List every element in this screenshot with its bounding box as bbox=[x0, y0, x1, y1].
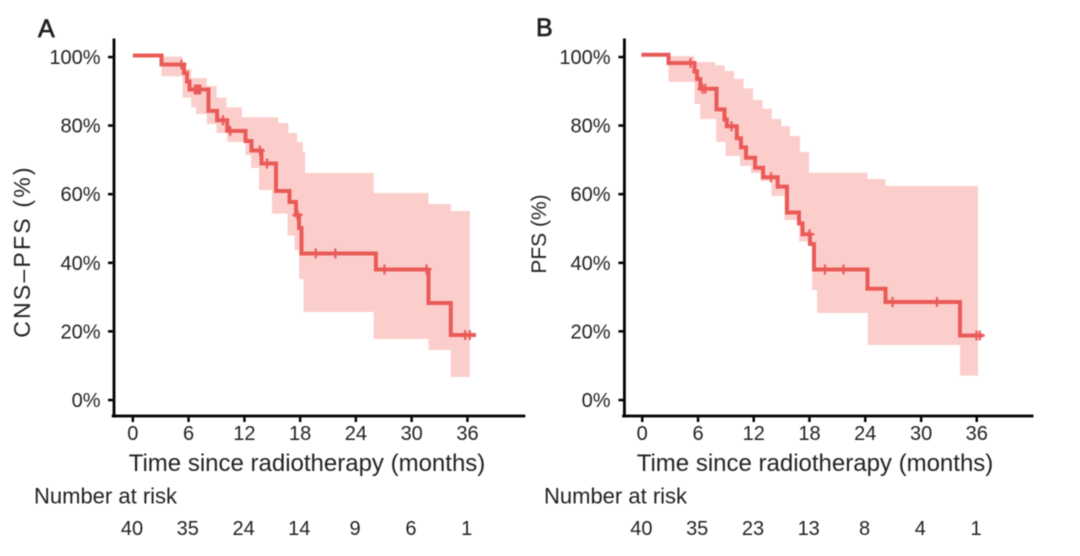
svg-text:20%: 20% bbox=[60, 321, 100, 343]
svg-text:40%: 40% bbox=[60, 253, 100, 275]
svg-text:A: A bbox=[38, 15, 55, 43]
svg-text:24: 24 bbox=[232, 518, 254, 540]
svg-text:18: 18 bbox=[289, 423, 311, 445]
svg-text:60%: 60% bbox=[60, 184, 100, 206]
svg-text:100%: 100% bbox=[49, 47, 100, 69]
svg-text:40: 40 bbox=[630, 518, 652, 540]
svg-text:0: 0 bbox=[637, 423, 648, 445]
svg-text:6: 6 bbox=[692, 423, 703, 445]
svg-text:9: 9 bbox=[350, 518, 361, 540]
svg-text:B: B bbox=[536, 14, 553, 42]
svg-text:1: 1 bbox=[461, 518, 472, 540]
svg-text:18: 18 bbox=[798, 423, 820, 445]
svg-text:0: 0 bbox=[127, 423, 138, 445]
svg-text:0%: 0% bbox=[72, 390, 101, 412]
svg-text:20%: 20% bbox=[570, 321, 610, 343]
svg-text:36: 36 bbox=[456, 423, 478, 445]
svg-text:35: 35 bbox=[177, 518, 199, 540]
svg-text:35: 35 bbox=[686, 518, 708, 540]
svg-text:30: 30 bbox=[910, 423, 932, 445]
svg-text:PFS (%): PFS (%) bbox=[528, 194, 551, 273]
svg-text:80%: 80% bbox=[60, 116, 100, 138]
svg-text:40: 40 bbox=[121, 518, 143, 540]
svg-text:6: 6 bbox=[183, 423, 194, 445]
svg-text:12: 12 bbox=[233, 423, 255, 445]
svg-text:14: 14 bbox=[288, 518, 310, 540]
svg-text:60%: 60% bbox=[570, 184, 610, 206]
svg-text:23: 23 bbox=[742, 518, 764, 540]
svg-text:Time since radiotherapy (month: Time since radiotherapy (months) bbox=[637, 450, 994, 477]
svg-text:40%: 40% bbox=[570, 253, 610, 275]
svg-text:Time since radiotherapy (month: Time since radiotherapy (months) bbox=[129, 450, 486, 477]
svg-text:13: 13 bbox=[798, 518, 820, 540]
svg-text:Number at risk: Number at risk bbox=[544, 484, 688, 509]
svg-text:0%: 0% bbox=[582, 390, 611, 412]
svg-text:6: 6 bbox=[405, 518, 416, 540]
svg-text:24: 24 bbox=[345, 423, 367, 445]
svg-text:CNS–PFS (%): CNS–PFS (%) bbox=[9, 165, 35, 337]
svg-text:80%: 80% bbox=[570, 116, 610, 138]
svg-text:4: 4 bbox=[915, 518, 926, 540]
svg-text:30: 30 bbox=[401, 423, 423, 445]
svg-text:12: 12 bbox=[743, 423, 765, 445]
svg-text:100%: 100% bbox=[559, 47, 610, 69]
svg-text:8: 8 bbox=[859, 518, 870, 540]
svg-text:Number at risk: Number at risk bbox=[34, 484, 178, 509]
svg-text:36: 36 bbox=[966, 423, 988, 445]
svg-text:1: 1 bbox=[970, 518, 981, 540]
svg-text:24: 24 bbox=[854, 423, 876, 445]
